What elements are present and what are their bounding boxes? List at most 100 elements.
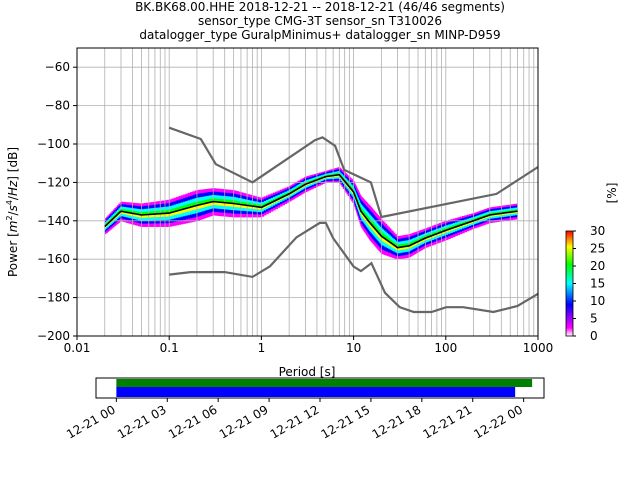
psd-density-cell	[126, 212, 129, 216]
psd-density-cell	[190, 192, 193, 197]
psd-density-cell	[120, 218, 124, 222]
psd-density-cell	[205, 210, 207, 215]
psd-density-cell	[201, 215, 203, 220]
psd-density-cell	[445, 234, 449, 238]
psd-density-cell	[322, 171, 325, 174]
psd-density-cell	[373, 219, 376, 224]
psd-density-cell	[295, 183, 298, 187]
psd-density-cell	[291, 195, 294, 199]
psd-density-cell	[207, 199, 210, 204]
psd-density-cell	[372, 235, 375, 240]
psd-density-cell	[162, 210, 165, 214]
psd-density-cell	[492, 218, 495, 221]
psd-density-cell	[289, 193, 291, 196]
psd-density-cell	[480, 218, 483, 221]
psd-density-cell	[455, 229, 458, 232]
psd-density-cell	[166, 206, 170, 211]
psd-density-cell	[368, 212, 370, 218]
psd-density-cell	[225, 212, 228, 217]
psd-density-cell	[171, 198, 175, 203]
psd-density-cell	[279, 204, 283, 207]
psd-density-cell	[247, 197, 251, 201]
psd-density-cell	[192, 202, 196, 207]
psd-density-cell	[374, 233, 376, 238]
colorbar-tick-label: 15	[590, 277, 605, 291]
psd-density-cell	[256, 214, 260, 218]
psd-density-cell	[304, 177, 306, 180]
psd-density-cell	[112, 218, 115, 221]
psd-density-cell	[401, 249, 403, 254]
psd-density-cell	[118, 217, 121, 221]
psd-density-cell	[104, 227, 107, 231]
psd-density-cell	[382, 229, 385, 234]
psd-density-cell	[403, 255, 405, 259]
psd-density-cell	[245, 196, 248, 200]
psd-density-cell	[392, 244, 394, 249]
psd-density-cell	[378, 242, 380, 247]
psd-density-cell	[171, 222, 175, 227]
psd-density-cell	[392, 234, 394, 239]
psd-density-cell	[134, 202, 137, 207]
psd-density-cell	[503, 205, 507, 208]
psd-density-cell	[382, 237, 385, 243]
psd-density-cell	[339, 171, 341, 174]
psd-density-cell	[404, 237, 406, 242]
psd-density-cell	[119, 207, 122, 210]
psd-density-cell	[398, 250, 400, 254]
psd-density-cell	[357, 214, 359, 219]
psd-density-cell	[358, 198, 360, 203]
psd-density-cell	[169, 209, 172, 214]
psd-density-cell	[464, 229, 468, 233]
psd-density-cell	[259, 209, 262, 213]
psd-density-cell	[157, 217, 161, 221]
psd-density-cell	[341, 182, 344, 186]
psd-density-cell	[203, 200, 206, 205]
psd-density-cell	[347, 180, 350, 184]
psd-density-cell	[176, 217, 179, 222]
psd-density-cell	[375, 221, 377, 227]
psd-density-cell	[127, 204, 130, 208]
psd-density-cell	[372, 239, 375, 245]
psd-density-cell	[512, 217, 516, 220]
psd-density-cell	[413, 240, 415, 244]
psd-density-cell	[361, 208, 363, 214]
psd-density-cell	[310, 182, 313, 185]
psd-density-cell	[214, 198, 217, 203]
psd-density-cell	[384, 234, 386, 239]
psd-density-cell	[120, 201, 124, 205]
psd-density-cell	[329, 180, 331, 183]
psd-density-cell	[421, 232, 424, 236]
psd-density-cell	[275, 193, 278, 197]
psd-density-cell	[238, 201, 241, 205]
psd-density-cell	[488, 219, 491, 222]
psd-density-cell	[279, 199, 283, 203]
psd-density-cell	[442, 236, 445, 239]
psd-density-cell	[279, 193, 283, 197]
psd-density-cell	[360, 211, 363, 216]
psd-density-cell	[363, 227, 366, 232]
psd-density-cell	[226, 213, 229, 217]
psd-density-cell	[473, 220, 476, 223]
psd-density-cell	[213, 191, 216, 196]
psd-density-cell	[366, 227, 368, 233]
psd-density-cell	[302, 181, 305, 184]
psd-density-cell	[370, 237, 373, 243]
psd-density-cell	[162, 200, 165, 205]
psd-density-cell	[398, 253, 400, 257]
psd-density-cell	[226, 189, 229, 194]
psd-density-cell	[444, 225, 447, 229]
psd-density-cell	[390, 246, 393, 251]
psd-density-cell	[370, 211, 373, 217]
psd-density-cell	[122, 204, 125, 208]
psd-density-cell	[268, 205, 272, 209]
psd-density-cell	[418, 243, 421, 247]
psd-density-cell	[419, 247, 422, 251]
psd-density-cell	[159, 204, 163, 208]
psd-density-cell	[496, 210, 500, 213]
psd-density-cell	[299, 179, 302, 182]
psd-density-cell	[503, 218, 507, 222]
psd-density-cell	[185, 211, 189, 217]
psd-density-cell	[452, 218, 456, 222]
psd-density-cell	[291, 186, 294, 189]
psd-density-cell	[389, 253, 392, 257]
